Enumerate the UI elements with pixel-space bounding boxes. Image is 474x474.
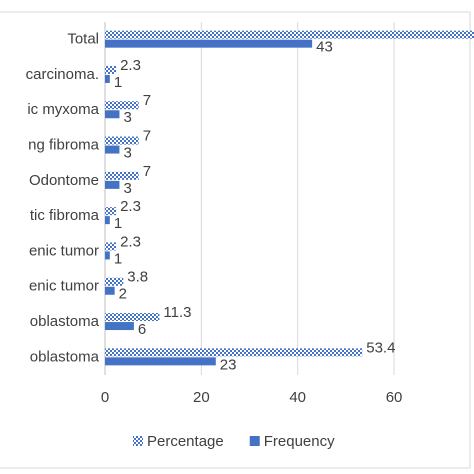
bar: [105, 30, 474, 39]
data-label: 3: [123, 145, 131, 162]
bar: [105, 171, 139, 180]
bar: [105, 110, 120, 119]
data-label: 1: [114, 250, 122, 267]
y-tick-label: carcinoma.: [26, 66, 99, 83]
data-label: 6: [138, 321, 146, 338]
data-label: 7: [143, 163, 151, 180]
x-tick-label: 60: [386, 389, 403, 406]
bar: [105, 216, 110, 225]
x-tick-label: 20: [193, 389, 210, 406]
data-label: 23: [220, 356, 237, 373]
x-tick-label: 0: [101, 389, 109, 406]
bar: [105, 65, 117, 74]
data-label: 3: [123, 109, 131, 126]
bar: [105, 101, 139, 110]
bar: [105, 277, 124, 286]
x-tick-label: 40: [289, 389, 306, 406]
legend-swatch: [133, 436, 143, 446]
y-tick-label: tic fibroma: [30, 207, 100, 224]
y-tick-label: enic tumor: [29, 278, 99, 295]
bar: [105, 180, 120, 189]
bar: [105, 251, 110, 260]
bar: [105, 286, 115, 295]
legend-label: Frequency: [264, 433, 335, 450]
data-label: 2: [119, 286, 127, 303]
data-label: 3: [123, 180, 131, 197]
bar: [105, 322, 134, 331]
y-tick-label: oblastoma: [30, 348, 100, 365]
legend-swatch: [249, 436, 260, 446]
y-tick-label: ng fibroma: [28, 137, 100, 154]
chart-border: [0, 11, 471, 469]
data-label: 3.8: [127, 269, 148, 286]
bar: [105, 39, 313, 48]
data-label: 7: [143, 128, 151, 145]
data-label: 43: [316, 39, 333, 56]
bar: [105, 348, 363, 357]
data-label: 53.4: [366, 339, 395, 356]
data-label: 2.3: [120, 57, 141, 74]
y-tick-label: Total: [67, 31, 99, 48]
legend-label: Percentage: [147, 433, 224, 450]
bar: [105, 74, 110, 83]
data-label: 2.3: [120, 233, 141, 250]
y-tick-label: Odontome: [29, 172, 99, 189]
y-tick-label: oblastoma: [30, 313, 100, 330]
y-tick-label: ic myxoma: [27, 101, 99, 118]
data-label: 7: [143, 92, 151, 109]
data-label: 2.3: [120, 198, 141, 215]
data-label: 1: [114, 215, 122, 232]
bar: [105, 136, 139, 145]
bar: [105, 207, 117, 216]
data-label: 1: [114, 74, 122, 91]
y-tick-label: enic tumor: [29, 242, 99, 259]
data-label: 11.3: [163, 304, 191, 321]
bar: [105, 313, 160, 322]
bar: [105, 242, 117, 251]
bar: [105, 145, 120, 154]
bar: [105, 357, 216, 366]
